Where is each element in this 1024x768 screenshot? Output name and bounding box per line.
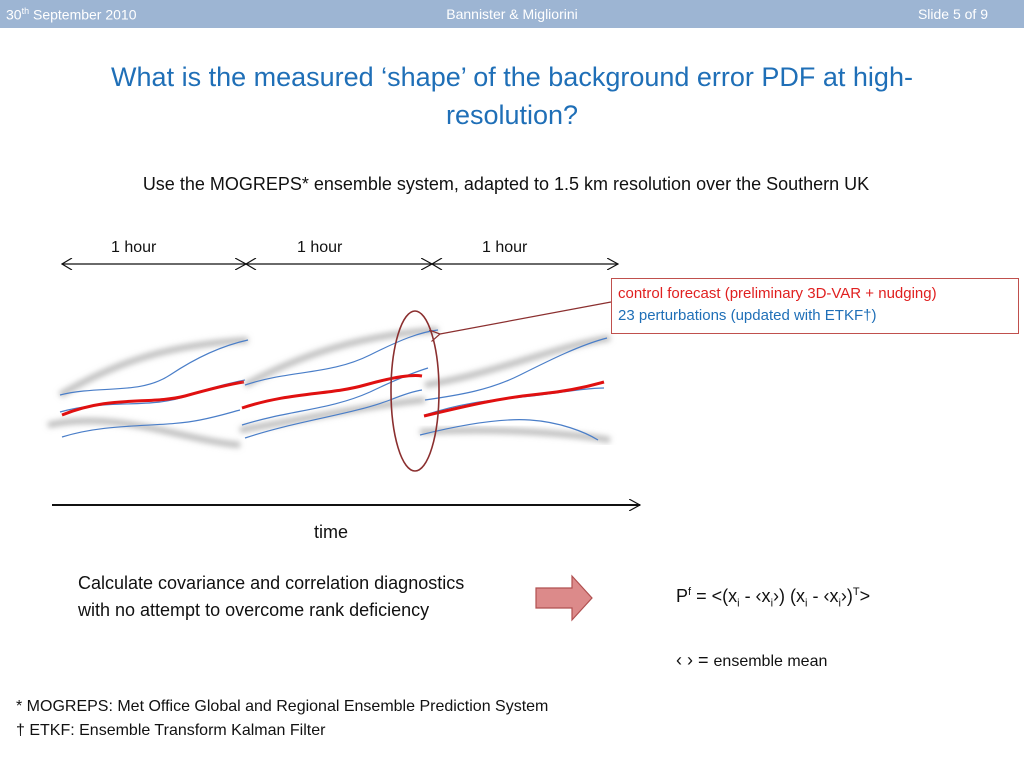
legend-pointer-arrow (440, 301, 612, 334)
ensemble-segment-3 (419, 335, 611, 443)
perturbation-line (61, 409, 241, 438)
perturbation-line (244, 329, 439, 386)
hour-label-3: 1 hour (482, 239, 528, 256)
footnote-etkf: † ETKF: Ensemble Transform Kalman Filter (16, 722, 326, 739)
hour-label-1: 1 hour (111, 239, 157, 256)
slide-subtitle: Use the MOGREPS* ensemble system, adapte… (142, 174, 870, 194)
ensemble-mean-definition: ‹ › = ensemble mean (676, 650, 828, 670)
control-forecast-line (241, 374, 423, 410)
perturbation-line (59, 339, 249, 396)
header-authors: Bannister & Migliorini (446, 6, 578, 22)
legend-control-forecast: control forecast (preliminary 3D-VAR + n… (618, 285, 937, 302)
header-date: 30th September 2010 (6, 6, 137, 23)
analysis-time-ellipse (390, 310, 440, 472)
header-slide-number: Slide 5 of 9 (917, 6, 988, 22)
control-forecast-line (423, 380, 605, 418)
right-block-arrow-icon (535, 574, 593, 622)
perturbation-line (424, 337, 608, 401)
time-axis-label: time (314, 522, 349, 542)
ensemble-segment-2 (239, 327, 439, 439)
control-forecast-line (61, 380, 245, 417)
legend-perturbations: 23 perturbations (updated with ETKF†) (618, 307, 877, 324)
covariance-formula: Pf = <(xi - ‹xi›) (xi - ‹xi›)T> (676, 586, 871, 610)
perturbation-line (241, 367, 429, 426)
perturbation-line (419, 419, 599, 441)
calculation-description: Calculate covariance and correlation dia… (78, 573, 465, 620)
diagram-legend-box: control forecast (preliminary 3D-VAR + n… (611, 278, 1019, 334)
ensemble-segment-1 (47, 337, 249, 448)
slide-title: What is the measured ‘shape’ of the back… (111, 62, 913, 130)
hour-label-2: 1 hour (297, 239, 343, 256)
perturbation-line (244, 389, 423, 439)
footnote-mogreps: * MOGREPS: Met Office Global and Regiona… (16, 698, 549, 715)
slide-header-bar: 30th September 2010 Bannister & Migliori… (0, 0, 1024, 28)
